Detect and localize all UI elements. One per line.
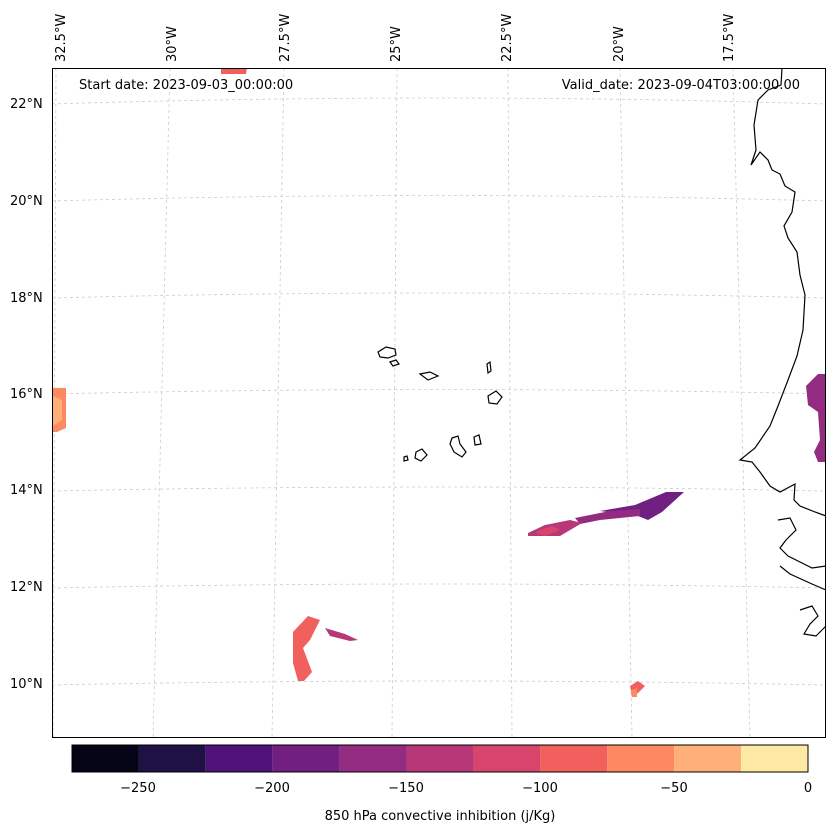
colorbar-tick-minus-150: −150 bbox=[388, 781, 424, 796]
colorbar-block bbox=[741, 745, 808, 772]
colorbar-tick-0: 0 bbox=[803, 781, 813, 796]
cape-verde-island-brava bbox=[403, 455, 409, 462]
lat-label-12n: 12°N bbox=[10, 580, 43, 595]
colorbar-block bbox=[205, 745, 273, 772]
lat-label-10n: 10°N bbox=[10, 677, 43, 692]
cin-patch-band-west-tip bbox=[535, 526, 560, 536]
cape-verde-island-sal bbox=[486, 360, 492, 375]
lon-label-22-5w: 22.5°W bbox=[500, 13, 515, 62]
cape-verde-island-santo-antao bbox=[377, 346, 397, 359]
coastlines bbox=[377, 67, 827, 637]
lat-label-14n: 14°N bbox=[10, 483, 43, 498]
colorbar-label: 850 hPa convective inhibition (j/Kg) bbox=[324, 809, 556, 824]
cape-verde-island-maio bbox=[473, 434, 482, 446]
lat-label-18n: 18°N bbox=[10, 291, 43, 306]
lon-label-17-5w: 17.5°W bbox=[722, 13, 737, 62]
colorbar-block bbox=[607, 745, 675, 772]
colorbar-tick-minus-250: −250 bbox=[120, 781, 156, 796]
lon-label-30w: 30°W bbox=[165, 26, 180, 62]
lat-label-20n: 20°N bbox=[10, 194, 43, 209]
colorbar-tick-minus-200: −200 bbox=[254, 781, 290, 796]
lon-label-27-5w: 27.5°W bbox=[278, 13, 293, 62]
cape-verde-island-sao-vicente bbox=[389, 359, 400, 367]
lat-label-16n: 16°N bbox=[10, 387, 43, 402]
cin-patch-south bbox=[293, 616, 320, 681]
lon-label-20w: 20°W bbox=[612, 26, 627, 62]
colorbar bbox=[72, 745, 808, 772]
graticule-lines bbox=[51, 67, 827, 739]
africa-coastline bbox=[738, 67, 827, 517]
colorbar-block bbox=[138, 745, 206, 772]
cape-verde-island-fogo bbox=[414, 448, 428, 462]
colorbar-block bbox=[674, 745, 742, 772]
coast-islands-south bbox=[777, 517, 827, 637]
cin-patch-west-inner bbox=[53, 396, 62, 426]
colorbar-block bbox=[272, 745, 340, 772]
cape-verde-island-boa-vista bbox=[487, 390, 503, 405]
cin-patch-top bbox=[221, 68, 247, 74]
cin-patch-band-mid bbox=[575, 509, 640, 524]
colorbar-block bbox=[406, 745, 474, 772]
colorbar-block bbox=[72, 745, 139, 772]
colorbar-block bbox=[473, 745, 541, 772]
cin-patch-coast bbox=[806, 374, 826, 462]
start-date-text: Start date: 2023-09-03_00:00:00 bbox=[79, 78, 294, 93]
lon-label-25w: 25°W bbox=[389, 26, 404, 62]
colorbar-block bbox=[540, 745, 608, 772]
cape-verde-island-santiago bbox=[449, 435, 467, 458]
map-frame bbox=[52, 68, 826, 738]
cin-contours bbox=[53, 68, 826, 697]
colorbar-tick-minus-50: −50 bbox=[660, 781, 688, 796]
valid-date-text: Valid_date: 2023-09-04T03:00:00.00 bbox=[561, 78, 800, 93]
colorbar-tick-minus-100: −100 bbox=[522, 781, 558, 796]
cin-patch-south-streak bbox=[325, 628, 358, 641]
lat-label-22n: 22°N bbox=[10, 97, 43, 112]
colorbar-outline bbox=[71, 744, 809, 773]
colorbar-block bbox=[339, 745, 407, 772]
lon-label-32-5w: 32.5°W bbox=[54, 13, 69, 62]
cape-verde-island-sao-nicolau bbox=[418, 371, 440, 381]
cin-patch-southeast-inner bbox=[631, 688, 637, 697]
